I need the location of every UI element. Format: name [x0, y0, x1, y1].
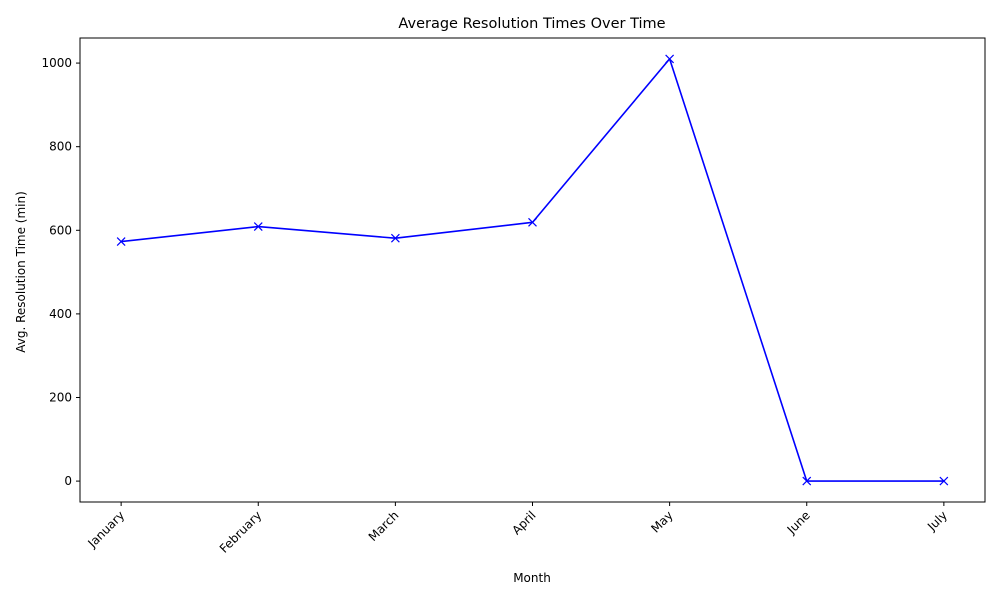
y-tick-label: 200: [49, 390, 72, 404]
x-axis-label: Month: [513, 571, 551, 585]
x-tick-label: April: [509, 508, 538, 537]
x-tick-label: March: [366, 508, 402, 544]
y-tick-label: 0: [64, 474, 72, 488]
y-tick-label: 400: [49, 307, 72, 321]
plot-frame: [79, 37, 986, 503]
x-tick-label: June: [784, 508, 813, 537]
y-tick-label: 600: [49, 223, 72, 237]
y-axis-label: Avg. Resolution Time (min): [14, 191, 28, 353]
data-point-marker: [528, 217, 537, 227]
x-tick-label: July: [924, 508, 950, 534]
data-point-marker: [116, 237, 126, 246]
chart-title: Average Resolution Times Over Time: [398, 16, 665, 32]
x-tick-label: May: [648, 508, 675, 535]
x-tick-label: February: [217, 508, 265, 556]
data-point-marker: [665, 54, 675, 64]
y-tick-label: 1000: [41, 56, 72, 70]
plot-area: 0 200 400 600 800 1000 January February March Apr…: [41, 37, 986, 556]
data-point-marker: [390, 233, 400, 243]
x-tick-label: January: [84, 508, 127, 551]
data-point-marker: [939, 476, 949, 486]
data-point-marker: [253, 222, 263, 231]
series-line: [121, 58, 944, 482]
data-point-marker: [802, 476, 812, 486]
y-tick-label: 800: [49, 140, 72, 154]
